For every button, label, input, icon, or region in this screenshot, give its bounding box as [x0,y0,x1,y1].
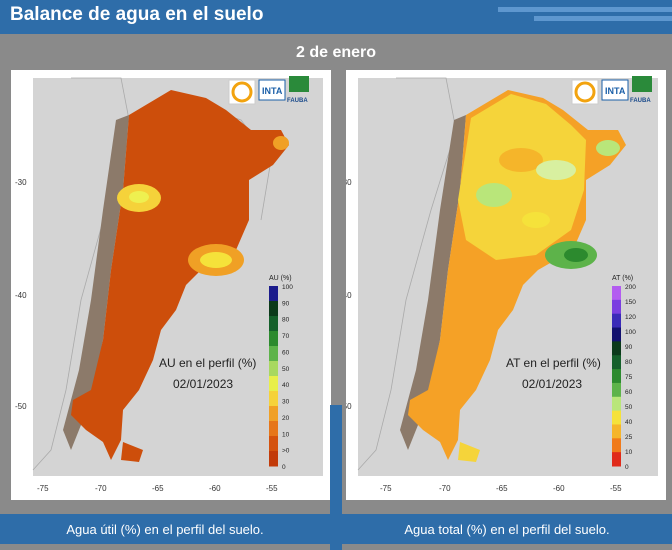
legend-swatch [612,286,621,301]
lon-tick: -70 [95,484,107,493]
legend-swatch [612,327,621,342]
legend-swatch [269,406,278,422]
legend-label: 100 [282,284,293,291]
legend-label: 60 [625,389,633,396]
title-bar: Balance de agua en el suelo [0,0,672,34]
legend-swatch [269,376,278,392]
legend-swatch [612,382,621,398]
legend-swatch [269,286,278,302]
legend-swatch [269,316,278,332]
legend-label: >0 [282,448,290,455]
logo-group: INTA FAUBA [228,76,309,105]
legend-label: 90 [282,300,290,307]
lat-tick: -40 [15,291,27,300]
au-legend: 100 90 80 70 60 50 40 30 20 10 >0 0 [269,284,293,471]
legend-swatch [612,410,621,425]
at-caption: Agua total (%) en el perfil del suelo. [342,514,672,544]
chile-region [63,115,129,450]
legend-swatch [612,438,621,453]
chile-region [400,115,466,450]
legend-label: 10 [625,449,633,456]
lat-tick: -50 [15,402,27,411]
legend-label: 75 [625,374,633,381]
legend-label: 60 [282,349,290,356]
lon-tick: -65 [152,484,164,493]
fauba-logo: FAUBA [287,98,308,104]
legend-title: AT (%) [612,275,633,282]
argentina-au [71,90,289,460]
fauba-logo-icon [632,76,652,92]
lon-tick: -55 [266,484,278,493]
legend-label: 80 [625,359,633,366]
legend-swatch [612,396,621,412]
legend-swatch [612,313,621,329]
sun-logo-icon [231,81,253,103]
fauba-logo: FAUBA [630,98,651,104]
legend-label: 25 [625,434,633,441]
legend-swatch [269,436,278,452]
divider-strip [330,405,342,550]
legend-swatch [612,355,621,370]
decor-stripe [498,7,672,12]
map-label-title: AU en el perfil (%) [159,356,256,370]
au-caption: Agua útil (%) en el perfil del suelo. [0,514,330,544]
inta-logo: INTA [605,86,626,96]
fauba-logo-icon [289,76,309,92]
logo-group: INTA FAUBA [571,76,652,105]
legend-label: 50 [625,404,633,411]
legend-label: 10 [282,431,290,438]
legend-swatch [269,331,278,347]
legend-swatch [612,369,621,384]
legend-label: 80 [282,317,290,324]
page-title: Balance de agua en el suelo [10,4,264,25]
legend-label: 70 [282,333,290,340]
legend-label: 40 [282,382,290,389]
legend-swatch [269,391,278,407]
map-label-date: 02/01/2023 [173,377,233,391]
legend-swatch [612,299,621,315]
lat-tick: -30 [15,178,27,187]
legend-label: 30 [282,399,290,406]
map-label-title: AT en el perfil (%) [506,356,601,370]
legend-label: 200 [625,284,636,291]
legend-swatch [269,451,278,467]
lon-tick: -70 [439,484,451,493]
sun-logo-icon [574,81,596,103]
legend-label: 150 [625,299,636,306]
map-label-date: 02/01/2023 [522,377,582,391]
legend-label: 40 [625,419,633,426]
legend-label: 0 [282,464,286,471]
legend-label: 20 [282,415,290,422]
legend-swatch [612,452,621,467]
lat-tick: -40 [346,291,352,300]
legend-label: 0 [625,464,629,471]
lat-tick: -50 [346,402,352,411]
legend-title: AU (%) [269,275,292,282]
at-map: -30 -40 -50 -75 -70 -65 -60 -55 INTA FAU… [340,76,658,493]
inta-logo: INTA [262,86,283,96]
legend-swatch [612,341,621,356]
legend-swatch [612,424,621,439]
lon-tick: -75 [37,484,49,493]
legend-label: 100 [625,329,636,336]
legend-swatch [269,421,278,437]
at-map-panel: -30 -40 -50 -75 -70 -65 -60 -55 INTA FAU… [340,70,666,500]
legend-label: 90 [625,344,633,351]
au-map-panel: -30 -40 -50 -75 -70 -65 -60 -55 INTA FAU… [11,70,331,500]
legend-swatch [269,346,278,362]
lon-tick: -55 [610,484,622,493]
lon-tick: -60 [553,484,565,493]
lat-tick: -30 [346,178,352,187]
legend-swatch [269,301,278,317]
lon-tick: -75 [380,484,392,493]
lon-tick: -65 [496,484,508,493]
lon-tick: -60 [209,484,221,493]
legend-label: 120 [625,314,636,321]
date-heading: 2 de enero [295,44,377,61]
au-map: -30 -40 -50 -75 -70 -65 -60 -55 INTA FAU… [15,76,323,493]
legend-swatch [269,361,278,377]
decor-stripe [534,16,672,21]
legend-label: 50 [282,366,290,373]
